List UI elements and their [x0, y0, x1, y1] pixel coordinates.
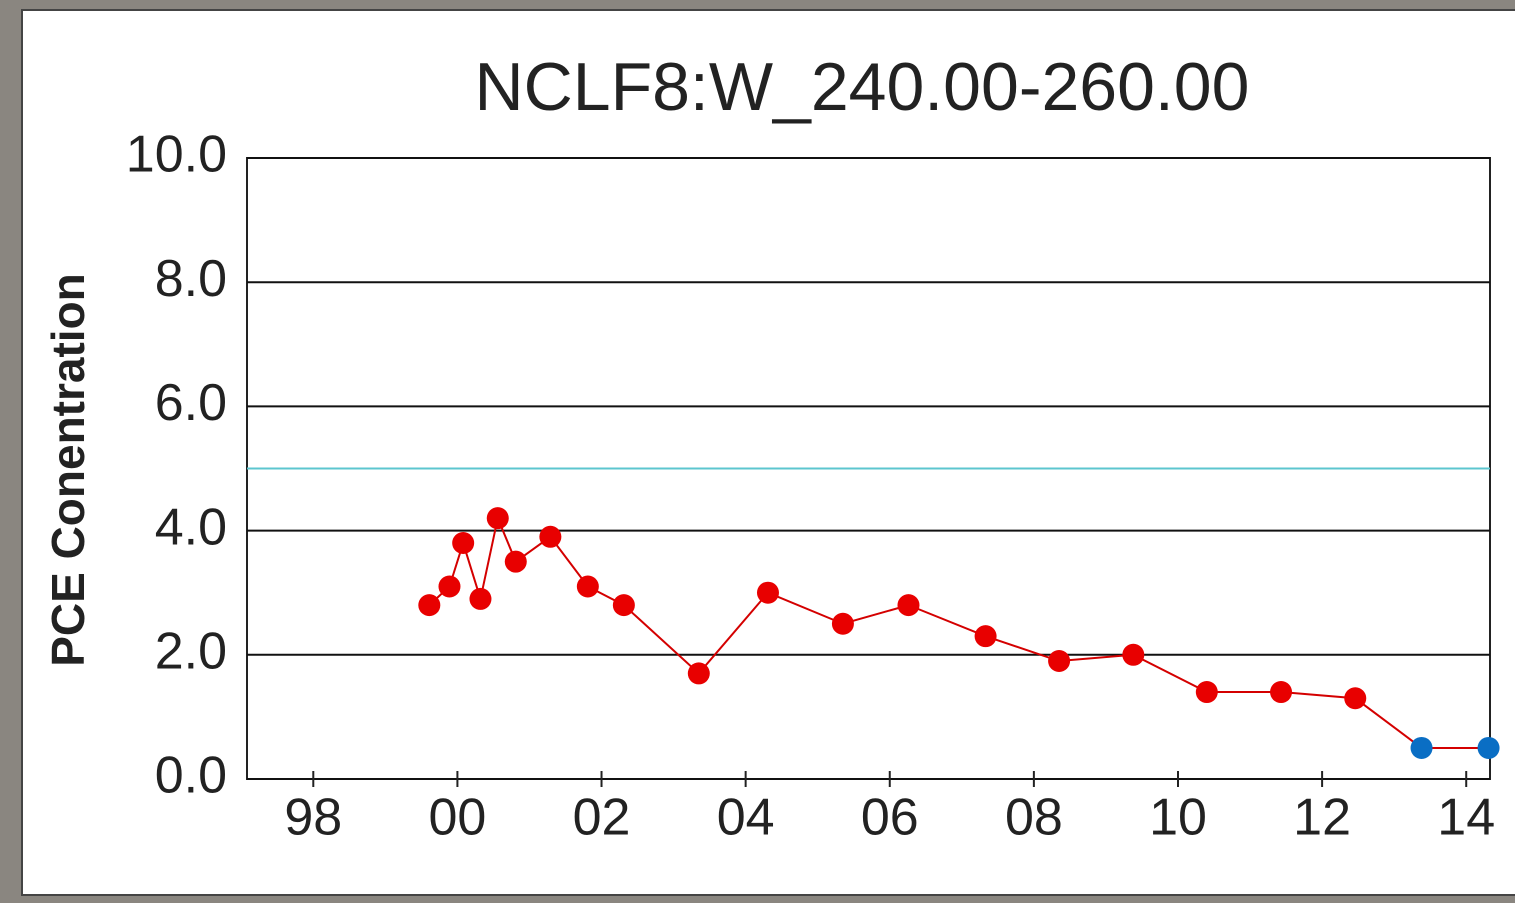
y-tick-label: 10.0	[126, 126, 227, 184]
y-axis-label: PCE Conentration	[42, 273, 94, 667]
data-point	[974, 625, 997, 648]
y-tick-label: 0.0	[155, 747, 227, 805]
x-tick-label: 08	[1005, 789, 1063, 847]
y-tick-label: 4.0	[155, 498, 227, 556]
data-point	[576, 575, 599, 598]
y-tick-label: 2.0	[155, 623, 227, 681]
x-tick-label: 10	[1149, 789, 1207, 847]
x-tick-label: 02	[573, 789, 631, 847]
y-tick-label: 6.0	[155, 374, 227, 432]
data-point	[1410, 736, 1433, 759]
data-point	[831, 612, 854, 635]
data-point	[1195, 681, 1218, 704]
data-point	[504, 550, 527, 573]
x-tick-label: 14	[1437, 789, 1495, 847]
x-tick-label: 12	[1293, 789, 1351, 847]
data-point	[687, 662, 710, 685]
y-tick-label: 8.0	[155, 250, 227, 308]
data-point	[486, 507, 509, 530]
data-point	[452, 532, 475, 555]
x-tick-label: 98	[284, 789, 342, 847]
data-point	[469, 587, 492, 610]
data-point	[612, 594, 635, 617]
data-point	[1477, 736, 1500, 759]
x-tick-label: 04	[717, 789, 775, 847]
data-point	[897, 594, 920, 617]
chart-title: NCLF8:W_240.00-260.00	[475, 49, 1250, 125]
x-tick-label: 00	[428, 789, 486, 847]
data-point	[539, 525, 562, 548]
data-point	[1122, 643, 1145, 666]
data-point	[756, 581, 779, 604]
data-point	[1270, 681, 1293, 704]
data-point	[438, 575, 461, 598]
data-point	[418, 594, 441, 617]
data-point	[1048, 650, 1071, 673]
data-point	[1344, 687, 1367, 710]
x-tick-label: 06	[861, 789, 919, 847]
